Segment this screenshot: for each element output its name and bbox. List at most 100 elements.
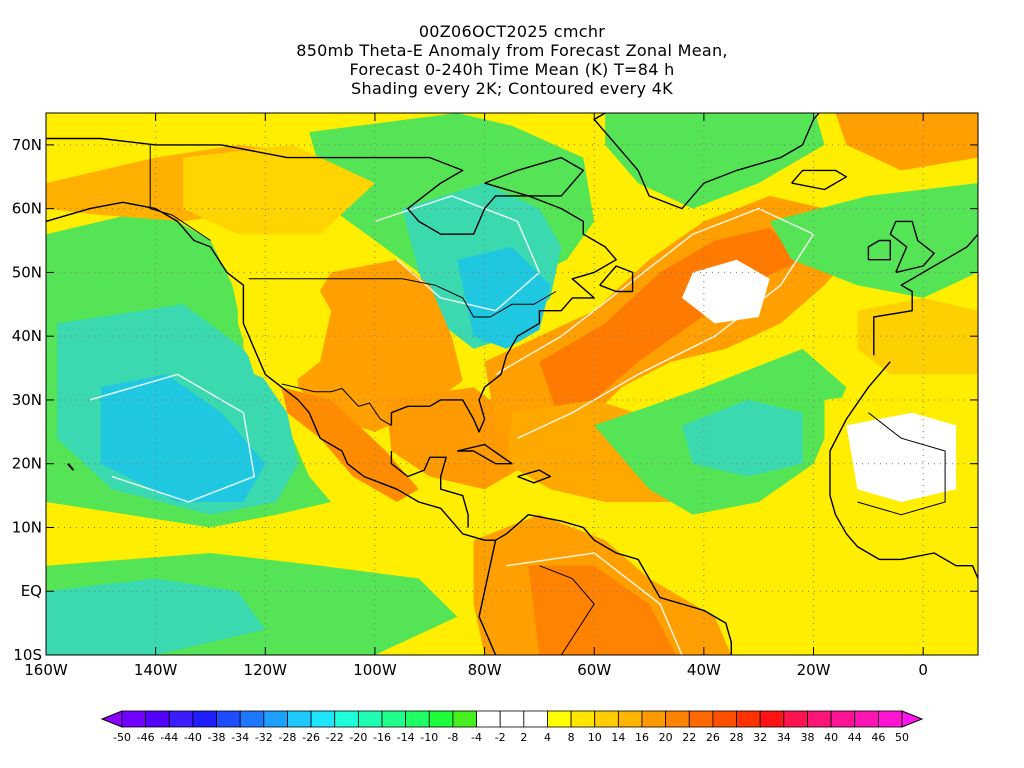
colorbar-label: 14 xyxy=(611,731,625,744)
shade-us-east-cyan xyxy=(457,246,551,349)
yucatan-coast xyxy=(390,451,469,528)
lon-tick-label: 60W xyxy=(577,661,611,679)
colorbar-label: -34 xyxy=(231,731,249,744)
colorbar-swatch xyxy=(641,710,667,728)
colorbar-label: 10 xyxy=(588,731,602,744)
colorbar-label: -20 xyxy=(349,731,367,744)
colorbar-swatch xyxy=(287,710,312,728)
colorbar-swatch xyxy=(168,710,194,728)
colorbar-swatch xyxy=(476,710,501,728)
contour-pacific xyxy=(89,373,256,503)
shade-iberia-yellow xyxy=(857,297,978,375)
great-britain xyxy=(889,220,935,274)
colorbar-arrow-right xyxy=(901,710,924,728)
colorbar-label: -50 xyxy=(113,731,131,744)
colorbar-swatch xyxy=(216,710,241,728)
title-line-4: Shading every 2K; Contoured every 4K xyxy=(351,79,673,98)
europe-coast xyxy=(873,233,978,356)
lon-tick-label: 100W xyxy=(353,661,397,679)
colorbar-label: 22 xyxy=(682,731,696,744)
title-line-1: 00Z06OCT2025 cmchr xyxy=(418,22,606,41)
shade-us-west-yellow xyxy=(237,272,332,388)
lat-tick-label: 60N xyxy=(12,200,42,218)
colorbar-swatch xyxy=(239,710,265,728)
colorbar-swatch xyxy=(547,710,572,728)
colorbar-label: 32 xyxy=(753,731,767,744)
colorbar-label: -28 xyxy=(278,731,296,744)
colorbar-label: 2 xyxy=(520,731,527,744)
lon-tick-label: 140W xyxy=(134,661,178,679)
lat-tick-label: 50N xyxy=(12,263,42,281)
colorbar-swatch xyxy=(334,710,359,728)
colorbar-label: 50 xyxy=(895,731,909,744)
shade-mexico-orange xyxy=(281,387,419,502)
south-america-coast xyxy=(495,514,732,655)
lon-tick-label: 80W xyxy=(468,661,502,679)
shade-eq-atlantic-yellow xyxy=(692,514,896,630)
us-mexico-border xyxy=(281,383,392,426)
colorbar-label: 28 xyxy=(730,731,744,744)
colorbar-swatch xyxy=(783,710,808,728)
north-america-east-coast xyxy=(46,137,617,433)
alaska-border xyxy=(149,144,211,241)
colorbar-swatch xyxy=(830,710,856,728)
africa-coast xyxy=(829,361,978,579)
lon-tick-label: 20W xyxy=(797,661,831,679)
colorbar-label: 40 xyxy=(824,731,838,744)
colorbar-label: 16 xyxy=(635,731,649,744)
colorbar-swatch xyxy=(665,710,690,728)
colorbar-label: -2 xyxy=(495,731,506,744)
colorbar-swatch xyxy=(452,710,477,728)
colorbar-swatch xyxy=(688,710,714,728)
brazil-border xyxy=(539,565,595,655)
shade-atlantic-teal xyxy=(682,399,803,477)
colorbar-swatch xyxy=(381,710,407,728)
colorbar-label: 20 xyxy=(659,731,673,744)
contour-south-america xyxy=(506,552,683,655)
shade-sahara-white xyxy=(846,412,957,502)
colorbar-swatch xyxy=(594,710,619,728)
colorbar-swatch xyxy=(854,710,879,728)
shade-gulf-orange xyxy=(385,387,529,490)
lon-tick-label: 160W xyxy=(24,661,68,679)
colorbar-label: -14 xyxy=(397,731,415,744)
coastline-layer xyxy=(46,113,978,655)
colorbar-swatch xyxy=(263,710,288,728)
colorbar-swatch xyxy=(405,710,430,728)
contour-atlantic xyxy=(495,207,815,439)
hispaniola xyxy=(517,469,552,484)
colorbar-label: -22 xyxy=(326,731,344,744)
greenland-coast xyxy=(593,113,820,210)
title-line-3: Forecast 0-240h Time Mean (K) T=84 h xyxy=(349,60,675,79)
colorbar-swatch xyxy=(310,710,336,728)
africa-border xyxy=(857,412,946,516)
colorbar-swatch xyxy=(145,710,170,728)
colorbar-arrow-left xyxy=(100,710,123,728)
shade-greenland-green xyxy=(605,113,825,209)
lat-tick-label: 10S xyxy=(13,646,42,664)
colorbar-label: -32 xyxy=(255,731,273,744)
colorbar-swatch xyxy=(877,710,903,728)
colorbar-label: -4 xyxy=(471,731,482,744)
shade-western-canada-yellow xyxy=(183,144,375,235)
colorbar-swatch xyxy=(499,710,525,728)
shade-south-america-core xyxy=(528,565,677,655)
baffin-island xyxy=(484,156,584,197)
lon-tick-label: 0 xyxy=(918,661,928,679)
colorbar-label: 46 xyxy=(871,731,885,744)
colorbar-swatch xyxy=(192,710,217,728)
ireland xyxy=(867,239,891,261)
colorbar-label: 4 xyxy=(544,731,551,744)
colorbar-label: 26 xyxy=(706,731,720,744)
colorbar-swatch xyxy=(736,710,761,728)
title-block: 00Z06OCT2025 cmchr 850mb Theta-E Anomaly… xyxy=(0,22,1024,98)
lat-tick-label: 30N xyxy=(12,391,42,409)
shade-us-plains-orange xyxy=(292,259,463,432)
colorbar-swatch xyxy=(617,710,643,728)
lat-tick-label: 70N xyxy=(12,136,42,154)
lat-tick-label: 40N xyxy=(12,327,42,345)
colorbar-label: -40 xyxy=(184,731,202,744)
colorbar-swatch xyxy=(428,710,454,728)
lat-tick-label: 10N xyxy=(12,518,42,536)
